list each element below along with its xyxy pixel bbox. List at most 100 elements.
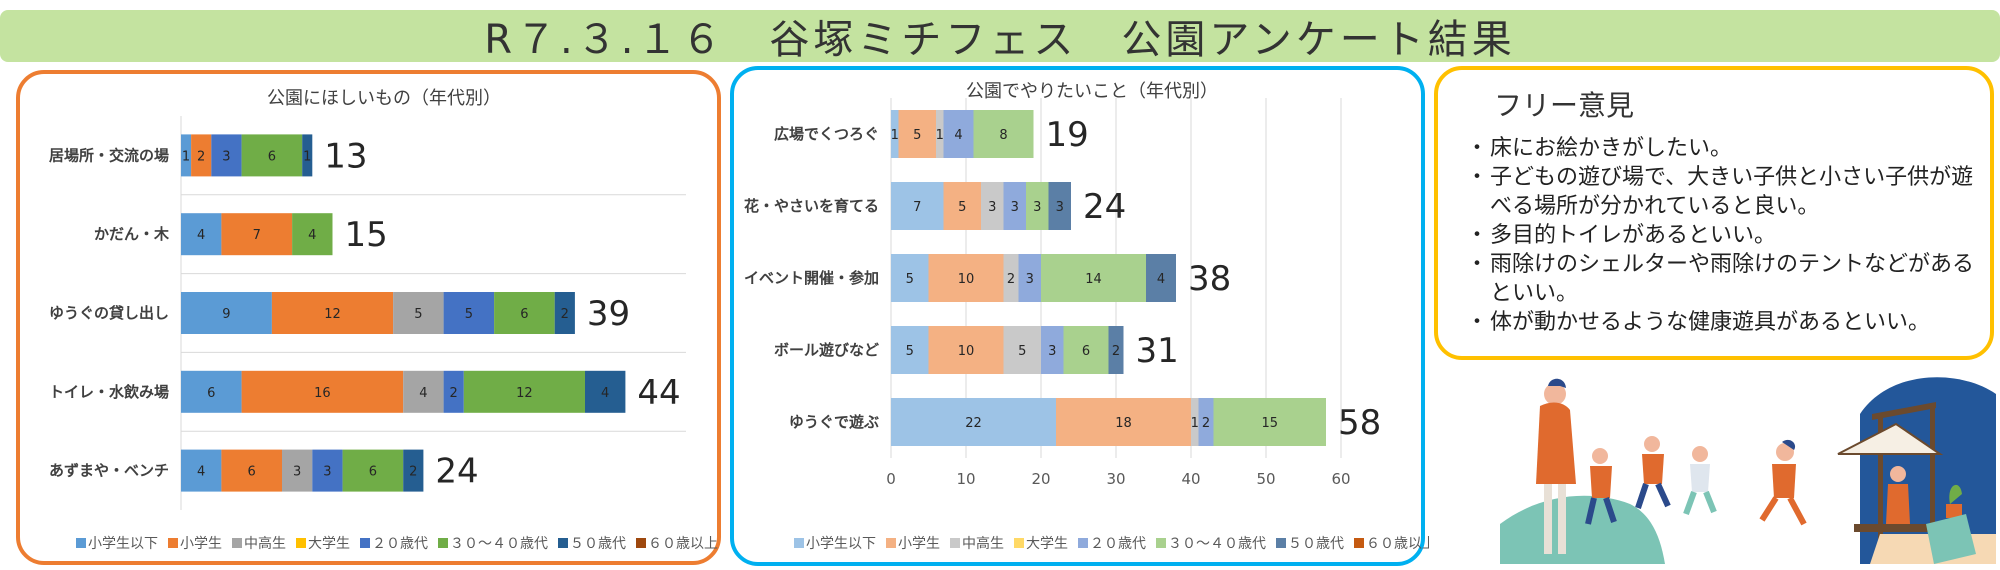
category-label: イベント開催・参加 — [744, 269, 879, 287]
total-label: 19 — [1046, 115, 1089, 155]
legend-label: ５０歳代 — [570, 536, 626, 552]
page-title: R７.３.１６ 谷塚ミチフェス 公園アンケート結果 — [484, 17, 1516, 63]
bar-segment — [943, 110, 974, 158]
legend-swatch — [1014, 538, 1024, 548]
x-tick-label: 60 — [1331, 470, 1350, 488]
bar-segment — [1146, 254, 1176, 302]
segment-label: 5 — [1018, 344, 1026, 359]
segment-label: 4 — [954, 128, 962, 143]
segment-label: 12 — [324, 307, 341, 322]
chart-title: 公園でやりたいこと（年代別） — [966, 81, 1218, 102]
bar-segment — [928, 254, 1004, 302]
segment-label: 10 — [958, 272, 975, 287]
bar-segment — [211, 134, 242, 177]
legend-label: 小学生 — [898, 536, 940, 552]
bar-segment — [1026, 182, 1049, 230]
legend-swatch — [950, 538, 960, 548]
chart-panel-wanted-things: 公園にほしいもの（年代別） 居場所・交流の場 1 2 3 6 1 13 かだん・木 4 7 4 15 ゆう… — [16, 70, 721, 565]
bar-segment — [403, 449, 424, 492]
bar-segment — [1198, 398, 1214, 446]
total-label: 39 — [587, 294, 630, 334]
category-label: トイレ・水飲み場 — [49, 383, 169, 401]
bar-segment — [181, 292, 272, 334]
bar-segment — [554, 292, 575, 334]
segment-label: 6 — [520, 307, 528, 322]
bar-segment — [898, 110, 936, 158]
segment-label: 1 — [182, 149, 190, 164]
bar-segment — [943, 182, 981, 230]
legend-label: ２０歳代 — [1090, 536, 1146, 552]
segment-label: 3 — [1011, 200, 1019, 215]
child-figure-1 — [1585, 448, 1617, 525]
legend-label: 小学生以下 — [88, 536, 158, 552]
bar-segment — [181, 213, 222, 256]
segment-label: 2 — [1202, 416, 1210, 431]
legend-label: 大学生 — [1026, 536, 1068, 552]
segment-label: 3 — [293, 465, 301, 480]
legend-swatch — [296, 538, 306, 548]
legend-swatch — [886, 538, 896, 548]
total-label: 44 — [637, 373, 680, 413]
legend-swatch — [438, 538, 448, 548]
legend-label: ６０歳以上 — [648, 536, 718, 552]
category-label: かだん・木 — [94, 225, 170, 243]
total-label: 38 — [1188, 259, 1231, 299]
bar-segment — [936, 110, 944, 158]
bar-segment — [271, 292, 394, 334]
free-opinion-item: 体が動かせるような健康遊具があるといい。 — [1466, 308, 1991, 337]
total-label: 24 — [435, 452, 478, 492]
bar-segment — [1048, 182, 1071, 230]
bar-segment — [241, 370, 404, 413]
segment-label: 2 — [409, 465, 417, 480]
child-figure-4 — [1759, 439, 1807, 526]
total-label: 15 — [345, 215, 388, 255]
category-label: 広場でくつろぐ — [774, 125, 879, 143]
bar-segment — [403, 370, 444, 413]
bar-segment — [891, 254, 929, 302]
segment-label: 4 — [197, 465, 205, 480]
free-opinions-list: 床にお絵かきがしたい。 子どもの遊び場で、大きい子供と小さい子供が遊べる場所が分… — [1466, 134, 1991, 337]
x-tick-label: 40 — [1181, 470, 1200, 488]
segment-label: 1 — [936, 128, 944, 143]
bar-segment — [1041, 254, 1146, 302]
chart-title: 公園にほしいもの（年代別） — [267, 88, 501, 109]
legend-swatch — [76, 538, 86, 548]
bar-segment — [342, 449, 404, 492]
total-label: 58 — [1338, 403, 1381, 443]
segment-label: 2 — [197, 149, 205, 164]
segment-label: 3 — [1056, 200, 1064, 215]
segment-label: 7 — [913, 200, 921, 215]
segment-label: 3 — [1048, 344, 1056, 359]
legend-label: 大学生 — [308, 536, 350, 552]
segment-label: 6 — [1082, 344, 1090, 359]
bar-segment — [1213, 398, 1326, 446]
free-opinion-item: 雨除けのシェルターや雨除けのテントなどがあるといい。 — [1466, 250, 1991, 308]
segment-label: 12 — [516, 386, 533, 401]
chart-panel-wanted-activities: 公園でやりたいこと（年代別） 0 10 20 30 40 50 60 広場でくつろぐ 1 5 1 4 8 1… — [730, 66, 1429, 566]
segment-label: 16 — [314, 386, 331, 401]
segment-label: 5 — [465, 307, 473, 322]
legend-label: 小学生以下 — [806, 536, 876, 552]
legend-swatch — [1078, 538, 1088, 548]
bar-segment — [891, 182, 944, 230]
segment-label: 2 — [1007, 272, 1015, 287]
market-stall — [1837, 402, 1996, 564]
free-opinions-panel: フリー意見 床にお絵かきがしたい。 子どもの遊び場で、大きい子供と小さい子供が遊… — [1434, 66, 1994, 360]
bar-segment — [181, 449, 222, 492]
segment-label: 6 — [268, 149, 276, 164]
bar-segment — [928, 326, 1004, 374]
legend-label: 中高生 — [962, 535, 1004, 552]
bar-segment — [585, 370, 626, 413]
grass-hill-shape — [1500, 495, 1665, 564]
segment-label: 18 — [1115, 416, 1132, 431]
segment-label: 4 — [1157, 272, 1165, 287]
segment-label: 5 — [906, 344, 914, 359]
x-tick-label: 20 — [1031, 470, 1050, 488]
bar-segment — [221, 213, 293, 256]
segment-label: 6 — [207, 386, 215, 401]
segment-label: 6 — [248, 465, 256, 480]
segment-label: 2 — [450, 386, 458, 401]
free-opinion-item: 多目的トイレがあるといい。 — [1466, 221, 1991, 250]
segment-label: 4 — [197, 228, 205, 243]
